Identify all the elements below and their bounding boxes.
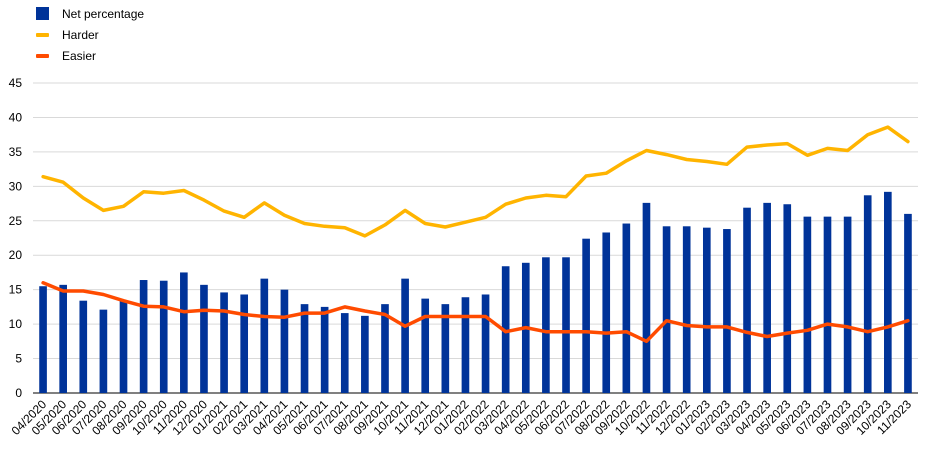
legend-item-net-percentage: Net percentage [36, 3, 144, 24]
bar-net-percentage [361, 315, 369, 393]
bar-net-percentage [159, 280, 168, 393]
y-tick-label: 10 [9, 317, 23, 331]
bar-net-percentage [99, 309, 108, 393]
legend-item-easier: Easier [36, 45, 144, 66]
y-tick-label: 15 [9, 283, 23, 297]
bar-net-percentage [642, 202, 651, 393]
line-harder [41, 125, 910, 238]
legend-label-easier: Easier [62, 48, 97, 63]
y-tick-label: 30 [9, 179, 23, 193]
bar-net-percentage [682, 226, 691, 393]
bar-net-percentage [702, 227, 711, 393]
bar-net-percentage [421, 298, 430, 393]
legend-swatch-net-percentage [36, 7, 49, 20]
bar-net-percentage [843, 216, 852, 393]
bar-net-percentage [441, 304, 450, 393]
legend-swatch-harder [36, 32, 49, 37]
y-tick-label: 0 [15, 386, 22, 400]
bar-net-percentage [180, 272, 188, 393]
bar-net-percentage [662, 226, 671, 393]
legend-label-net-percentage: Net percentage [62, 6, 145, 21]
x-axis: 04/202005/202006/202007/202008/202009/20… [9, 397, 915, 438]
bar-net-percentage [461, 297, 470, 393]
bar-series-net-percentage [39, 191, 912, 393]
y-axis: 0 5 10 15 20 25 30 35 40 45 [9, 76, 23, 400]
bar-net-percentage [300, 304, 309, 393]
bar-net-percentage [863, 195, 872, 393]
y-tick-label: 40 [9, 110, 23, 124]
bar-net-percentage [59, 284, 67, 393]
bar-net-percentage [320, 306, 329, 393]
y-tick-label: 25 [9, 214, 23, 228]
bar-net-percentage [200, 284, 208, 393]
bar-net-percentage [622, 223, 631, 393]
bar-net-percentage [823, 216, 832, 393]
y-tick-label: 20 [9, 248, 23, 262]
bar-net-percentage [562, 257, 570, 393]
bar-net-percentage [240, 294, 249, 393]
bar-net-percentage [602, 232, 611, 393]
line-series [41, 125, 910, 344]
y-tick-label: 35 [9, 145, 23, 159]
legend: Net percentage Harder Easier [36, 3, 144, 66]
bar-net-percentage [763, 202, 771, 393]
bar-net-percentage [803, 216, 812, 393]
line-easier [41, 281, 910, 344]
bar-net-percentage [119, 300, 128, 393]
legend-label-harder: Harder [62, 27, 99, 42]
bar-net-percentage [904, 213, 912, 393]
y-tick-label: 5 [15, 352, 22, 366]
bar-net-percentage [542, 257, 550, 393]
bar-net-percentage [39, 286, 47, 393]
bar-net-percentage [381, 304, 389, 393]
bar-net-percentage [743, 207, 751, 393]
bar-net-percentage [340, 313, 349, 393]
bar-net-percentage [884, 191, 892, 393]
legend-item-harder: Harder [36, 24, 144, 45]
bar-net-percentage [220, 292, 228, 393]
bar-net-percentage [401, 278, 409, 393]
bar-net-percentage [280, 289, 289, 393]
bar-net-percentage [481, 294, 490, 393]
bar-net-percentage [79, 300, 88, 393]
bar-net-percentage [783, 204, 792, 393]
y-tick-label: 45 [9, 76, 23, 90]
bar-net-percentage [723, 229, 731, 393]
bar-net-percentage [260, 278, 269, 393]
bar-net-percentage [139, 280, 148, 393]
legend-swatch-easier [36, 53, 49, 58]
bar-net-percentage [582, 238, 590, 393]
